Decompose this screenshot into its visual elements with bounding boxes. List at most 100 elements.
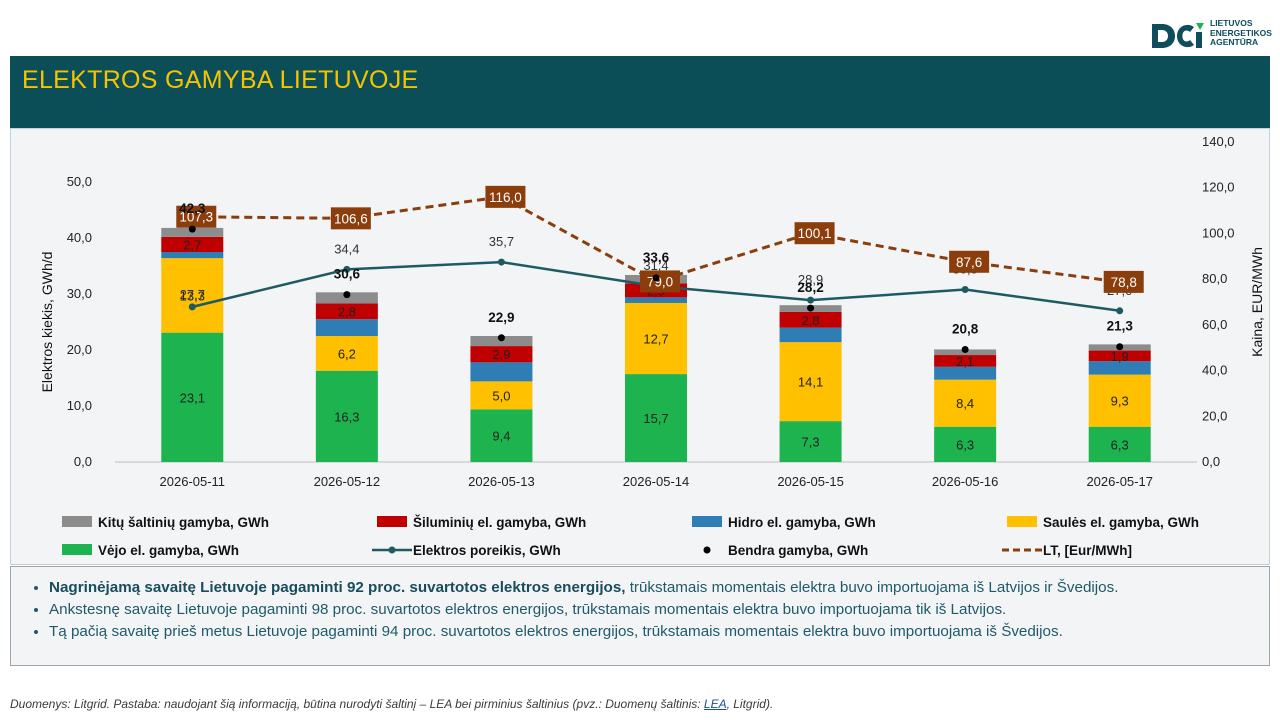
y-tick-label-left: 30,0 [67,286,92,301]
bar-segment [934,426,997,462]
bar-segment [315,303,378,320]
bar-segment [470,346,533,363]
legend-swatch [62,516,92,527]
y-tick-label-right: 120,0 [1202,180,1235,195]
price-label-box [794,222,835,245]
legend-swatch-marker [388,546,396,554]
price-label-box [640,270,680,293]
total-value-label: 33,6 [643,250,670,265]
note-item: Nagrinėjamą savaitę Lietuvoje pagaminti … [49,577,1255,599]
x-tick-label: 2026-05-11 [160,474,226,489]
total-point [343,291,351,299]
bar-segment [779,311,842,328]
bar-value-label: 6,2 [338,346,356,361]
note-text: Ankstesnę savaitę Lietuvoje pagaminti 98… [49,601,1007,618]
price-label-box [485,185,526,208]
total-point [1116,343,1124,351]
legend-label: Šiluminių el. gamyba, GWh [413,515,586,530]
bar-segment [625,302,687,375]
bar-value-label: 13,3 [180,288,205,303]
bar-value-label: 9,3 [1111,394,1129,409]
price-value-label: 79,0 [647,274,673,289]
bar-value-label: 2,1 [956,354,974,369]
y-tick-label-right: 80,0 [1202,271,1227,286]
bar-segment [625,374,687,462]
note-text: Tą pačią savaitę prieš metus Lietuvoje p… [49,623,1063,640]
bar-segment [315,336,378,371]
total-value-label: 20,8 [952,322,979,337]
bar-segment [315,319,378,336]
lea-logo-icon [1152,23,1204,48]
bar-segment [161,252,224,259]
bar-segment [1088,350,1151,362]
y-tick-label-right: 0,0 [1202,454,1220,469]
bar-value-label: 8,4 [956,396,974,411]
total-value-label: 42,3 [179,201,206,216]
legend-swatch [1007,516,1037,527]
y-tick-label-left: 10,0 [67,398,92,413]
y-tick-label-right: 60,0 [1202,317,1227,332]
bar-value-label: 12,7 [643,332,668,347]
notes-list: Nagrinėjamą savaitę Lietuvoje pagaminti … [31,577,1255,643]
y-tick-label-right: 20,0 [1202,408,1227,423]
bar-segment [161,332,224,462]
logo-line-1: LIETUVOS [1210,18,1253,28]
x-tick-label: 2026-05-15 [777,474,844,489]
legend-label: Hidro el. gamyba, GWh [728,515,876,530]
lea-logo: LIETUVOS ENERGETIKOS AGENTŪRA [1150,18,1272,54]
footer-source: Duomenys: Litgrid. Pastaba: naudojant ši… [10,697,773,711]
bar-segment [779,327,842,343]
footer-text-end: , Litgrid). [726,697,774,711]
bar-segment [625,297,687,303]
logo-line-2: ENERGETIKOS [1210,27,1272,38]
price-label-box [330,207,371,230]
y-tick-label-left: 40,0 [67,230,92,245]
x-tick-label: 2026-05-16 [932,474,999,489]
note-bold-text: Nagrinėjamą savaitę Lietuvoje pagaminti … [49,579,626,596]
demand-point [807,296,815,304]
bar-value-label: 2,9 [492,347,510,362]
total-point [188,225,196,233]
y-tick-label-left: 50,0 [67,174,92,189]
price-label-box [949,250,990,273]
x-tick-label: 2026-05-17 [1086,474,1153,489]
total-point [961,346,969,354]
demand-value-label: 35,7 [489,234,514,249]
y-axis-title-right: Kaina, EUR/MWh [1249,247,1265,357]
bar-segment [779,342,842,422]
notes-box: Nagrinėjamą savaitę Lietuvoje pagaminti … [10,566,1270,666]
price-value-label: 100,1 [798,226,832,241]
footer-link-lea[interactable]: LEA [703,697,727,711]
bar-value-label: 2,7 [183,237,201,252]
bar-segment [161,236,224,252]
note-text: trūkstamais momentais elektra buvo impor… [625,579,1119,596]
bar-value-label: 6,3 [1111,437,1129,452]
y-axis-title-left: Elektros kiekis, GWh/d [39,252,55,393]
x-tick-label: 2026-05-12 [314,474,381,489]
demand-value-label: 31,4 [643,258,668,273]
y-tick-label-right: 140,0 [1202,134,1235,149]
y-tick-label-left: 20,0 [67,342,92,357]
price-value-label: 78,8 [1111,275,1137,290]
total-value-label: 21,3 [1107,319,1134,334]
bar-value-label: 2,8 [802,313,820,328]
bar-value-label: 16,3 [334,409,359,424]
bar-value-label: 6,3 [956,437,974,452]
demand-point [961,286,969,294]
electricity-production-chart: 0,0 10,0 20,0 30,0 40,0 50,0 0,0 20,0 40,0 60,0 80… [39,134,1265,558]
bar-value-label: 7,3 [802,435,820,450]
legend-label: Vėjo el. gamyba, GWh [98,543,239,558]
x-tick-label: 2026-05-14 [623,474,690,489]
bar-segment [470,409,533,462]
demand-value-label: 28,9 [798,272,823,287]
demand-value-label: 27,7 [180,287,205,302]
bar-segment [779,421,842,462]
total-value-label: 28,2 [797,280,823,295]
total-value-label: 30,6 [334,267,361,282]
legend-swatch [703,546,711,554]
legend-swatch [62,544,92,555]
note-item: Ankstesnę savaitę Lietuvoje pagaminti 98… [49,599,1255,621]
bar-value-label: 15,7 [643,411,668,426]
bar-segment [161,258,224,333]
bar-segment [934,355,997,367]
